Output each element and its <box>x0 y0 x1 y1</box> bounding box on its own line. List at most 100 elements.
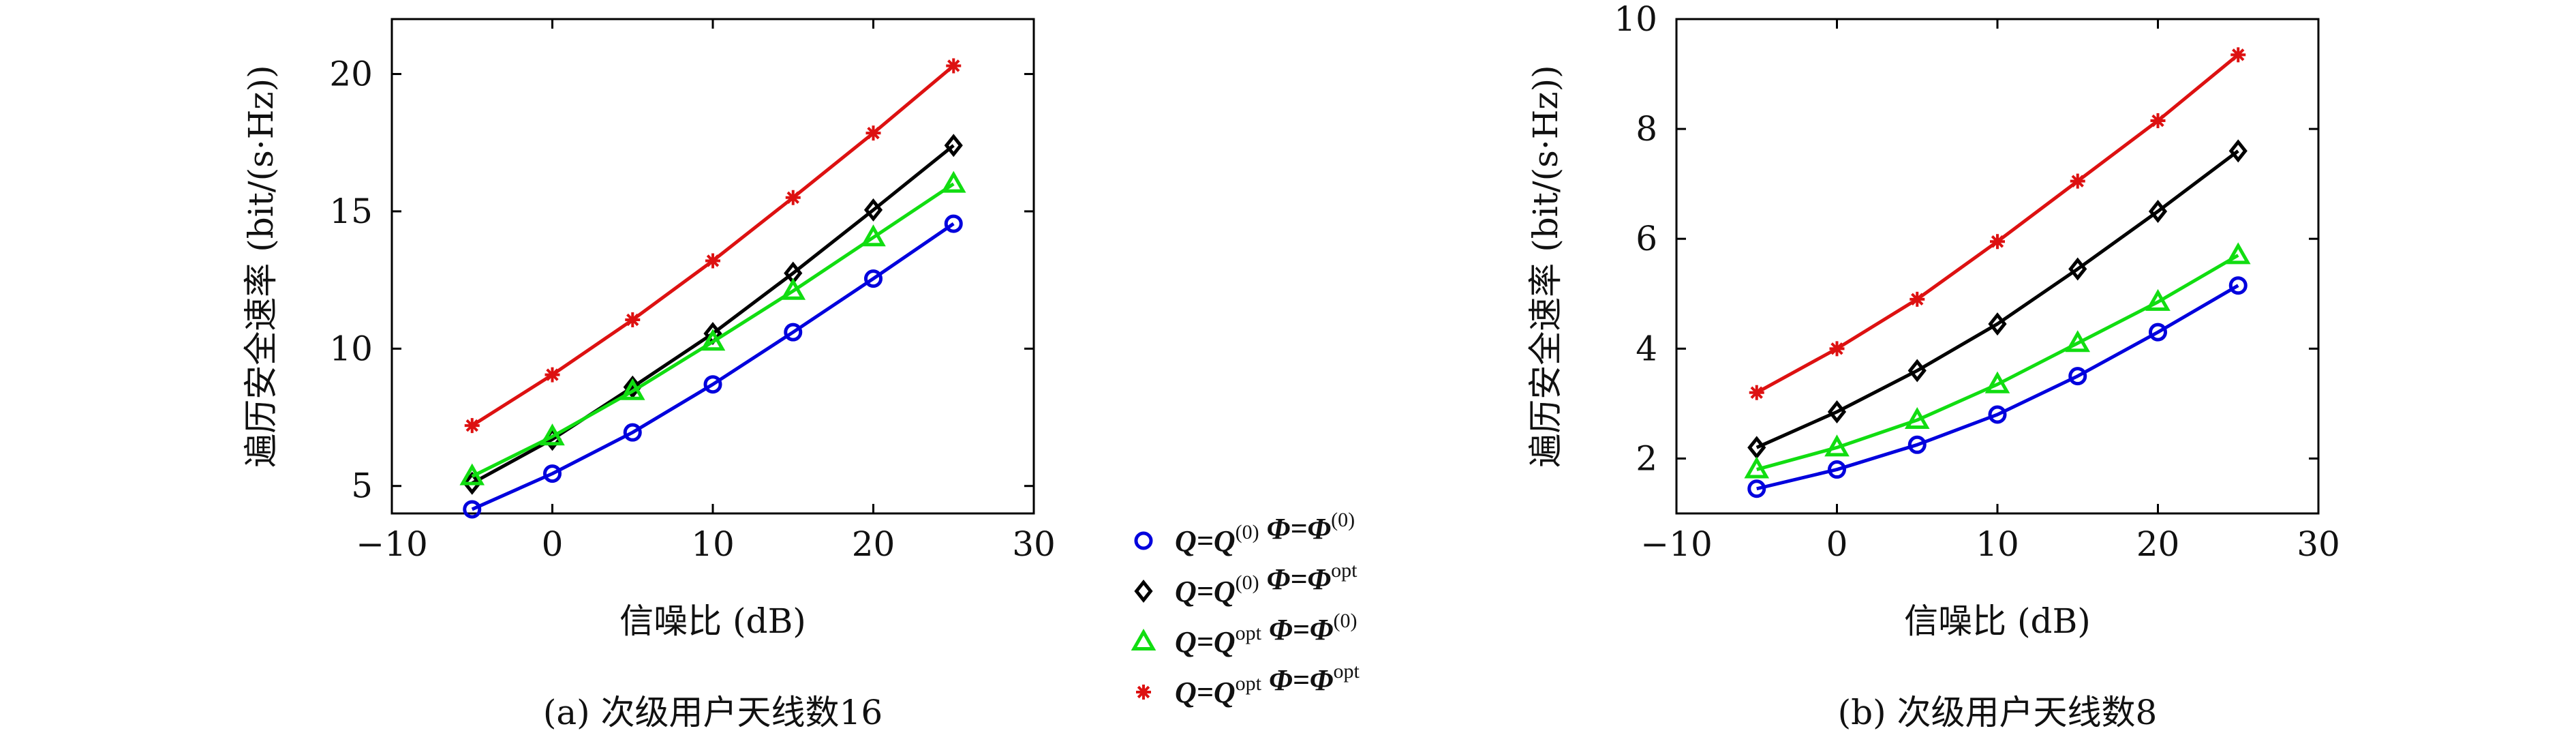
legend-superscript: opt <box>1236 622 1262 644</box>
series-s4-point <box>946 58 962 74</box>
legend-marker-s2 <box>1134 579 1153 603</box>
legend-label-s1: Q=Q(0) Φ=Φ(0) <box>1175 509 1355 558</box>
legend-entry-s3: Q=Qopt Φ=Φ(0) <box>1131 610 1357 659</box>
series-s3-point <box>861 224 886 247</box>
legend-superscript: (0) <box>1236 521 1259 543</box>
panel-a: −10 0 10 20 30 5 10 15 20 信噪比 (dB) 遍历安全速率 (bit/(s·… <box>241 18 1056 732</box>
series-s1-point <box>463 500 482 519</box>
series-s1-point <box>2228 276 2248 295</box>
series-s1-point <box>1907 435 1927 454</box>
series-s3-line <box>1756 254 2239 471</box>
x-tick-label: −10 <box>1640 524 1713 564</box>
series-s4-point <box>1990 234 2005 250</box>
legend-symbol: Q <box>1175 575 1197 608</box>
legend-symbol: Q <box>1214 575 1236 608</box>
y-tick-label: 20 <box>329 55 373 94</box>
series-s1-point <box>1988 405 2007 424</box>
series-s3-point <box>2145 288 2171 311</box>
series-s3-point <box>459 463 485 485</box>
series-s4 <box>1749 47 2246 400</box>
series-s1-line <box>1756 284 2239 491</box>
series-s1-point <box>703 375 722 394</box>
series-s3-point <box>540 423 565 446</box>
legend-symbol: Q <box>1214 625 1236 659</box>
series-s1-point <box>944 214 963 233</box>
series-s1 <box>1747 276 2248 498</box>
legend-symbol: Φ <box>1267 563 1291 596</box>
legend-symbol: Q <box>1175 676 1197 709</box>
legend-symbol <box>1261 663 1269 697</box>
series-s1-point <box>784 323 803 342</box>
x-tick-label: 10 <box>691 524 735 564</box>
x-tick-label: −10 <box>356 524 428 564</box>
series-s2-point <box>2068 257 2087 281</box>
legend-symbol: = <box>1197 625 1214 659</box>
series-s3-line <box>471 182 955 478</box>
legend-symbol: = <box>1290 563 1307 596</box>
series-s4-point <box>785 190 801 205</box>
legend-symbol: Q <box>1175 524 1197 558</box>
legend-symbol: Φ <box>1307 512 1331 545</box>
y-tick-label: 10 <box>1614 0 1657 39</box>
series-s4 <box>464 58 962 434</box>
legend-symbol: Φ <box>1267 512 1291 545</box>
series-s3-point <box>780 278 806 300</box>
series-s4-point <box>865 125 881 141</box>
panel-caption: (b) 次级用户天线数8 <box>1838 693 2158 732</box>
x-tick-label: 30 <box>1012 524 1056 564</box>
series-s2-line <box>471 144 955 485</box>
series-s1-point <box>543 464 562 483</box>
legend-entry-s4: Q=Qopt Φ=Φopt <box>1136 660 1360 709</box>
series-s4-point <box>1910 291 1925 307</box>
series-s1-point <box>1828 460 1846 479</box>
series-s2-point <box>2148 199 2168 223</box>
legend-symbol: Q <box>1214 676 1236 709</box>
y-axis-label: 遍历安全速率 (bit/(s·Hz)) <box>1526 65 1565 467</box>
series-s3-point <box>1984 371 2010 393</box>
series-s3-point <box>2065 330 2091 353</box>
series-s1-point <box>2149 323 2167 342</box>
series-s2-point <box>623 375 642 399</box>
series-s4-point <box>464 418 480 434</box>
series-s2 <box>463 134 963 495</box>
series-s3 <box>1744 242 2251 479</box>
legend-symbol: Φ <box>1269 663 1293 697</box>
legend-label-s3: Q=Qopt Φ=Φ(0) <box>1175 610 1357 659</box>
x-tick-label: 20 <box>852 524 895 564</box>
legend-symbol: = <box>1197 575 1214 608</box>
y-tick-label: 5 <box>351 466 373 506</box>
series-s2-point <box>1907 359 1927 383</box>
series-s4-point <box>545 367 560 383</box>
legend-entry-s1: Q=Q(0) Φ=Φ(0) <box>1134 509 1355 558</box>
series-s2-line <box>1755 149 2239 449</box>
y-tick-label: 4 <box>1636 329 1657 368</box>
series-s3-point <box>940 170 966 193</box>
x-tick-label: 20 <box>2136 524 2180 564</box>
y-tick-label: 8 <box>1636 109 1657 149</box>
series-s3-point <box>1744 456 1770 479</box>
legend-symbol: = <box>1197 676 1214 709</box>
legend-marker-s3 <box>1131 628 1156 650</box>
series-s1-point <box>864 269 883 288</box>
panel-caption: (a) 次级用户天线数16 <box>543 693 883 732</box>
series-s1 <box>463 214 963 519</box>
series-s1-point <box>2068 367 2087 386</box>
series-s2-point <box>1988 312 2007 336</box>
legend-marker-s1 <box>1134 531 1153 550</box>
x-tick-label: 30 <box>2297 524 2340 564</box>
series-s2-point <box>863 198 883 222</box>
series-s2-point <box>1747 436 1766 460</box>
legend-symbol: Φ <box>1310 613 1334 646</box>
y-tick-label: 6 <box>1636 219 1657 258</box>
series-s1-point <box>1747 479 1766 498</box>
legend-symbol <box>1259 512 1267 545</box>
legend-label-s2: Q=Q(0) Φ=Φopt <box>1175 559 1358 608</box>
y-axis-label: 遍历安全速率 (bit/(s·Hz)) <box>241 65 281 467</box>
legend-label-s4: Q=Qopt Φ=Φopt <box>1175 660 1360 709</box>
series-s3-point <box>2225 242 2251 265</box>
series-s1-line <box>471 222 955 511</box>
legend-superscript: opt <box>1334 660 1360 683</box>
series-s4-point <box>705 253 720 269</box>
